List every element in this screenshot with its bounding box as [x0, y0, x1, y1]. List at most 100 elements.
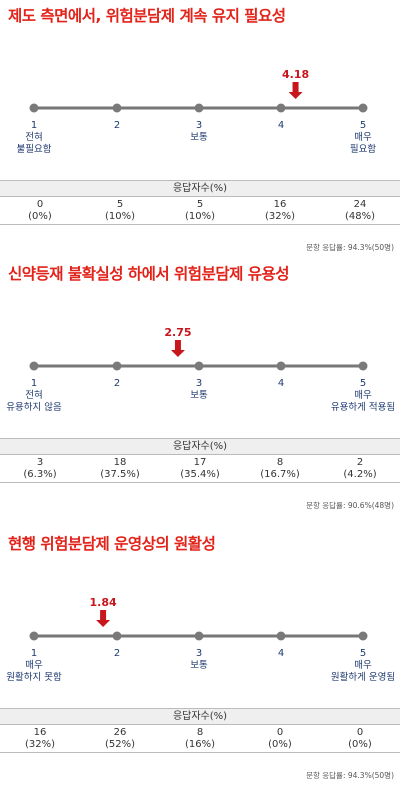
scale-point-number: 4 — [278, 120, 284, 131]
scale-point-number: 5 — [360, 648, 366, 659]
scale-point-number: 5 — [360, 378, 366, 389]
scale-point-dot — [29, 361, 39, 371]
mean-arrow-icon — [170, 340, 185, 357]
response-rate-note: 문항 응답률: 94.3%(50명) — [306, 243, 394, 252]
scale-point-number: 2 — [114, 120, 120, 131]
response-percent: (52%) — [104, 738, 136, 750]
response-cell: 16 (32%) — [0, 724, 80, 753]
response-percent: (16%) — [184, 738, 216, 750]
scale-point-label: 전혀 — [25, 390, 42, 401]
scale-point-label: 매우 — [354, 660, 372, 671]
response-count: 5 — [196, 198, 204, 210]
scale-point-label: 매우 — [25, 660, 43, 671]
scale-point-dot — [112, 631, 122, 641]
response-table: 응답자수(%) 3 (6.3%) 18 (37.5%) 17 (35.4%) 8 (16.7%)… — [0, 438, 400, 483]
response-cell: 18 (37.5%) — [80, 454, 160, 483]
scale-point-dot — [194, 631, 204, 641]
response-cell: 5 (10%) — [160, 196, 240, 225]
scale-point-dot — [358, 631, 368, 641]
response-percent: (32%) — [24, 738, 56, 750]
response-percent: (10%) — [184, 210, 216, 222]
scale-point-number: 5 — [360, 120, 366, 131]
chart-title: 제도 측면에서, 위험분담제 계속 유지 필요성 — [8, 7, 286, 25]
scale-point-dot — [358, 103, 368, 113]
scale-point-label: 유용하게 적용됨 — [331, 401, 395, 413]
response-percent: (37.5%) — [100, 468, 140, 480]
response-count: 0 — [276, 726, 284, 738]
response-cell: 8 (16%) — [160, 724, 240, 753]
table-header: 응답자수(%) — [0, 708, 400, 725]
response-count: 2 — [356, 456, 364, 468]
response-count: 16 — [33, 726, 47, 738]
scale-point-dot — [194, 103, 204, 113]
response-cell: 0 (0%) — [0, 196, 80, 225]
response-cell: 5 (10%) — [80, 196, 160, 225]
response-percent: (0%) — [348, 738, 372, 750]
scale-point-label: 필요함 — [350, 143, 376, 155]
scale-point-number: 4 — [278, 648, 284, 659]
response-count: 5 — [116, 198, 124, 210]
scale-point-label: 불필요함 — [17, 143, 52, 155]
scale-point-label: 원활하지 못함 — [6, 671, 62, 683]
scale-point-number: 1 — [31, 120, 37, 131]
scale-point-dot — [112, 361, 122, 371]
response-count: 17 — [193, 456, 207, 468]
response-count: 24 — [353, 198, 367, 210]
response-cell: 8 (16.7%) — [240, 454, 320, 483]
mean-arrow-icon — [96, 610, 111, 627]
scale-point-label: 보통 — [190, 132, 208, 143]
response-percent: (10%) — [104, 210, 136, 222]
response-cell: 2 (4.2%) — [320, 454, 400, 483]
response-count: 3 — [36, 456, 44, 468]
response-count: 8 — [196, 726, 204, 738]
chart-title: 현행 위험분담제 운영상의 원활성 — [8, 535, 216, 553]
scale-point-label: 보통 — [190, 390, 208, 401]
scale-point-dot — [112, 103, 122, 113]
response-count: 26 — [113, 726, 127, 738]
response-count: 8 — [276, 456, 284, 468]
mean-value-label: 2.75 — [164, 326, 191, 339]
response-count: 0 — [356, 726, 364, 738]
scale-point-label: 보통 — [190, 660, 208, 671]
scale-point-number: 2 — [114, 378, 120, 389]
response-cell: 16 (32%) — [240, 196, 320, 225]
response-percent: (0%) — [28, 210, 52, 222]
response-percent: (32%) — [264, 210, 296, 222]
scale-point-dot — [194, 361, 204, 371]
mean-arrow-icon — [288, 82, 303, 99]
scale-point-dot — [276, 631, 286, 641]
scale-point-label: 전혀 — [25, 132, 42, 143]
scale-point-dot — [276, 361, 286, 371]
scale-point-label: 원활하게 운영됨 — [331, 671, 395, 683]
response-count: 0 — [36, 198, 44, 210]
table-header: 응답자수(%) — [0, 180, 400, 197]
response-percent: (48%) — [344, 210, 376, 222]
scale-point-number: 4 — [278, 378, 284, 389]
response-table: 응답자수(%) 0 (0%) 5 (10%) 5 (10%) 16 (32%) 24 (48%) — [0, 180, 400, 225]
scale-point-number: 3 — [196, 120, 202, 131]
response-percent: (4.2%) — [343, 468, 377, 480]
response-cell: 0 (0%) — [240, 724, 320, 753]
scale-point-dot — [276, 103, 286, 113]
scale-point-dot — [29, 103, 39, 113]
scale-point-number: 1 — [31, 648, 37, 659]
table-header: 응답자수(%) — [0, 438, 400, 455]
response-cell: 24 (48%) — [320, 196, 400, 225]
response-count: 16 — [273, 198, 287, 210]
scale-point-number: 2 — [114, 648, 120, 659]
response-rate-note: 문항 응답률: 94.3%(50명) — [306, 771, 394, 780]
response-count: 18 — [113, 456, 127, 468]
scale-point-label: 매우 — [354, 390, 372, 401]
response-percent: (6.3%) — [23, 468, 57, 480]
scale-point-dot — [358, 361, 368, 371]
mean-value-label: 1.84 — [90, 596, 117, 609]
mean-value-label: 4.18 — [282, 68, 309, 81]
response-cell: 0 (0%) — [320, 724, 400, 753]
response-percent: (0%) — [268, 738, 292, 750]
scale-point-label: 유용하지 않음 — [6, 401, 62, 413]
response-percent: (16.7%) — [260, 468, 300, 480]
scale-point-number: 1 — [31, 378, 37, 389]
